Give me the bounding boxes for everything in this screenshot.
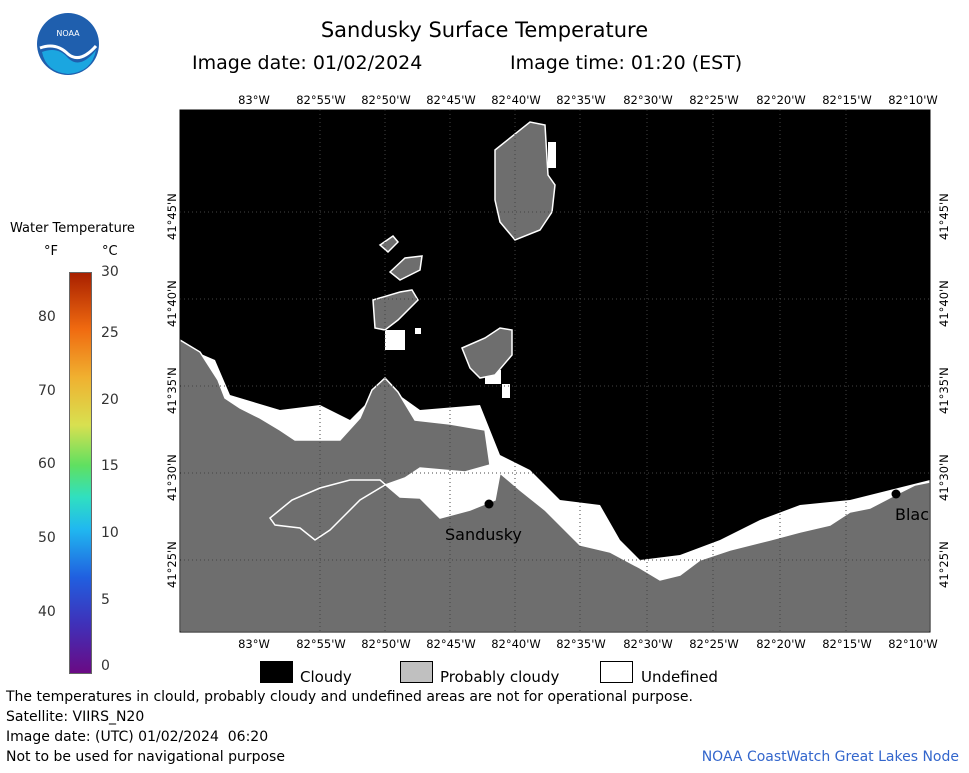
lon-tick-top: 82°35'W (556, 93, 606, 107)
lon-tick-top: 82°20'W (756, 93, 806, 107)
legend-label-undefined: Undefined (641, 668, 718, 686)
colorbar-c-tick: 0 (101, 658, 110, 674)
lat-tick-left: 41°40'N (165, 280, 179, 327)
lon-tick-bottom: 82°55'W (296, 637, 346, 651)
colorbar-c-tick: 15 (101, 458, 119, 474)
lat-tick-left: 41°25'N (165, 541, 179, 588)
lat-tick-right: 41°35'N (937, 367, 951, 414)
lat-tick-right: 41°30'N (937, 454, 951, 501)
lat-tick-left: 41°35'N (165, 367, 179, 414)
colorbar-c-tick: 5 (101, 592, 110, 608)
colorbar-f-tick: 60 (38, 456, 56, 472)
colorbar-c-tick: 25 (101, 325, 119, 341)
lon-tick-top: 82°45'W (426, 93, 476, 107)
colorbar-f-tick: 70 (38, 383, 56, 399)
noaa-logo-text: NOAA (56, 29, 80, 38)
lon-tick-top: 82°30'W (623, 93, 673, 107)
legend-swatch-cloudy (260, 661, 293, 683)
colorbar-c-tick: 20 (101, 392, 119, 408)
lat-tick-left: 41°30'N (165, 454, 179, 501)
disclaimer-text: The temperatures in clould, probably clo… (6, 689, 693, 705)
lon-tick-top: 83°W (238, 93, 270, 107)
credit-text: NOAA CoastWatch Great Lakes Node (701, 749, 959, 765)
navigation-warning: Not to be used for navigational purpose (6, 749, 285, 765)
colorbar-unit-c: °C (102, 244, 118, 259)
noaa-logo: NOAA (37, 13, 99, 75)
colorbar-c-tick: 30 (101, 264, 119, 280)
legend-swatch-probably-cloudy (400, 661, 433, 683)
colorbar-c-tick: 10 (101, 525, 119, 541)
place-label-sandusky: Sandusky (445, 525, 522, 544)
lon-tick-bottom: 83°W (238, 637, 270, 651)
lon-tick-bottom: 82°40'W (491, 637, 541, 651)
lon-tick-bottom: 82°15'W (822, 637, 872, 651)
lon-tick-top: 82°25'W (689, 93, 739, 107)
lat-tick-right: 41°40'N (937, 280, 951, 327)
lon-tick-bottom: 82°50'W (361, 637, 411, 651)
legend-label-cloudy: Cloudy (300, 668, 352, 686)
blac-marker (891, 489, 901, 499)
colorbar-title: Water Temperature (10, 221, 135, 236)
colorbar-f-tick: 40 (38, 604, 56, 620)
legend-swatch-undefined (600, 661, 633, 683)
sandusky-marker (484, 499, 494, 509)
land-area (180, 339, 930, 632)
colorbar-f-tick: 50 (38, 530, 56, 546)
lon-tick-top: 82°55'W (296, 93, 346, 107)
lon-tick-bottom: 82°30'W (623, 637, 673, 651)
satellite-text: Satellite: VIIRS_N20 (6, 709, 145, 725)
legend-label-probably-cloudy: Probably cloudy (440, 668, 560, 686)
lon-tick-bottom: 82°25'W (689, 637, 739, 651)
lon-tick-top: 82°10'W (888, 93, 938, 107)
place-label-blac: Blac (895, 505, 930, 524)
lat-tick-right: 41°25'N (937, 541, 951, 588)
colorbar-f-tick: 80 (38, 309, 56, 325)
lon-tick-bottom: 82°10'W (888, 637, 938, 651)
utc-date-text: Image date: (UTC) 01/02/2024 06:20 (6, 729, 269, 745)
lat-tick-left: 41°45'N (165, 193, 179, 240)
lon-tick-top: 82°40'W (491, 93, 541, 107)
colorbar-unit-f: °F (44, 244, 58, 259)
lon-tick-top: 82°15'W (822, 93, 872, 107)
map-title: Sandusky Surface Temperature (320, 18, 649, 42)
image-date: Image date: 01/02/2024 (192, 52, 423, 74)
colorbar (69, 272, 92, 674)
lon-tick-bottom: 82°20'W (756, 637, 806, 651)
lon-tick-bottom: 82°45'W (426, 637, 476, 651)
lon-tick-bottom: 82°35'W (556, 637, 606, 651)
image-time: Image time: 01:20 (EST) (510, 52, 743, 74)
lat-tick-right: 41°45'N (937, 193, 951, 240)
lon-tick-top: 82°50'W (361, 93, 411, 107)
